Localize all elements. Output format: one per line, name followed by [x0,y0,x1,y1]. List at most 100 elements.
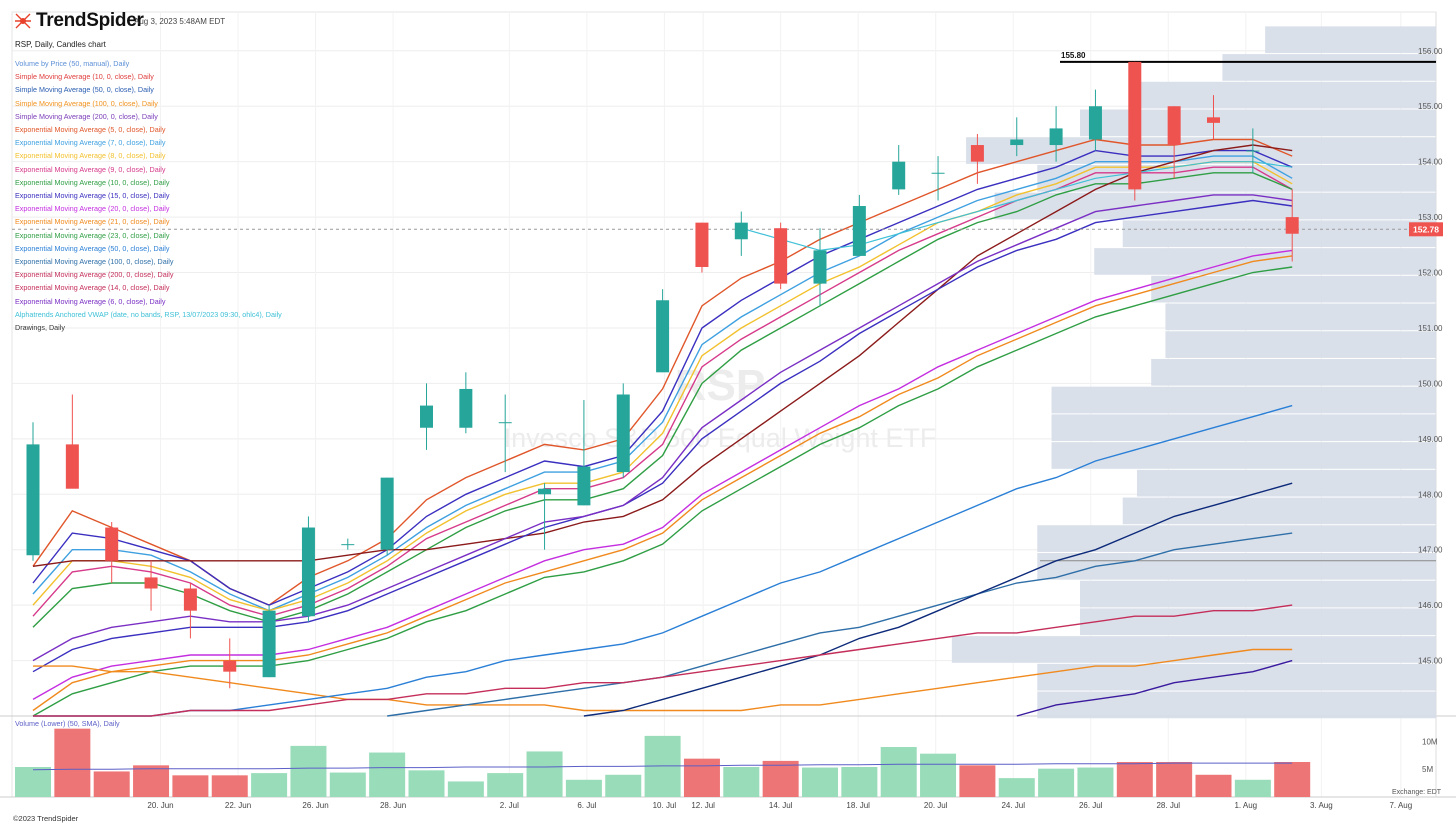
volume-bar [998,778,1035,797]
candle[interactable] [931,156,945,201]
x-tick-label: 2. Jul [500,801,519,810]
volume-indicator-label[interactable]: Volume (Lower) (50, SMA), Daily [15,719,120,728]
candle[interactable] [223,638,237,689]
x-tick-label: 3. Aug [1310,801,1333,810]
ma-line [1016,659,1293,717]
candle[interactable] [656,289,670,373]
candle[interactable] [498,394,512,473]
volume-bar [93,771,130,797]
candle[interactable] [380,477,394,556]
indicator-item[interactable]: Exponential Moving Average (8, 0, close)… [15,151,166,161]
x-tick-label: 28. Jun [380,801,406,810]
volume-profile-bar [1165,331,1436,358]
moving-average-lines: 155.80 [12,51,1436,717]
candle-body [105,527,119,561]
copyright: ©2023 TrendSpider [13,814,79,823]
volume-bar [565,779,602,797]
volume-bar [802,767,838,797]
indicator-item[interactable]: Exponential Moving Average (23, 0, close… [15,230,170,240]
indicator-item[interactable]: Volume by Price (50, manual), Daily [15,59,130,68]
volume-bar [447,781,484,797]
volume-profile-bar [951,636,1436,663]
indicator-item[interactable]: Drawings, Daily [15,323,65,333]
volume-profile-bar [1165,303,1436,331]
anchored-vwap-line [741,161,1293,252]
candle-body [1246,150,1260,152]
x-tick-label: 22. Jun [225,801,251,810]
y-tick-label: 145.00 [1418,657,1443,666]
trendspider-logo: TrendSpider [14,10,144,32]
y-tick-label: 154.00 [1418,158,1443,167]
candle[interactable] [341,538,355,550]
indicator-item[interactable]: Simple Moving Average (10, 0, close), Da… [15,72,154,82]
candle[interactable] [459,372,473,434]
ma-line [387,532,1293,717]
indicator-item[interactable]: Exponential Moving Average (20, 0, close… [15,204,170,214]
candle[interactable] [105,521,119,583]
volume-bar [920,753,957,797]
indicator-item[interactable]: Exponential Moving Average (7, 0, close)… [15,138,166,148]
indicator-item[interactable]: Simple Moving Average (100, 0, close), D… [15,98,158,108]
axes: 145.00 146.00 147.00 148.00 149.00 150.00 151.… [147,47,1443,810]
volume-profile-bar [1051,386,1436,414]
candle[interactable] [1167,106,1181,179]
volume-bar [1038,768,1075,797]
ma-line [32,194,1293,662]
candle-body [1088,106,1102,140]
indicator-item[interactable]: Exponential Moving Average (21, 0, close… [15,217,170,227]
candle[interactable] [65,394,79,489]
candle[interactable] [892,145,906,195]
candle[interactable] [852,194,866,256]
candle[interactable] [301,516,315,622]
indicator-item[interactable]: Exponential Moving Average (9, 0, close)… [15,164,166,174]
candle[interactable] [577,400,591,506]
last-price-badge [1409,222,1443,237]
candle[interactable] [1128,61,1142,201]
candle-body [538,488,552,495]
ma-line [33,604,1293,717]
y-tick-label: 149.00 [1418,435,1443,444]
indicator-item[interactable]: Exponential Moving Average (5, 0, close)… [15,125,166,135]
indicator-item[interactable]: Exponential Moving Average (50, 0, close… [15,243,170,253]
candle[interactable] [970,133,984,184]
candle[interactable] [1049,106,1063,162]
indicator-item[interactable]: Exponential Moving Average (15, 0, close… [15,191,170,201]
indicator-item[interactable]: Simple Moving Average (50, 0, close), Da… [15,85,154,95]
candle[interactable] [26,422,40,561]
brand-name: TrendSpider [36,10,144,31]
candle-body [1207,117,1220,123]
candle[interactable] [1246,128,1260,173]
indicator-item[interactable]: Exponential Moving Average (200, 0, clos… [15,270,174,280]
candle[interactable] [1285,189,1299,262]
candle[interactable] [734,211,748,256]
candle[interactable] [1207,95,1220,140]
indicator-item[interactable]: Exponential Moving Average (100, 0, clos… [15,257,174,267]
indicator-item[interactable]: Simple Moving Average (200, 0, close), D… [15,111,158,121]
candle[interactable] [695,222,709,273]
indicator-item[interactable]: Exponential Moving Average (10, 0, close… [15,177,170,187]
symbol-title[interactable]: RSP, Daily, Candles chart [15,40,106,49]
ma-line [32,199,1293,673]
candle[interactable] [813,228,827,306]
candle[interactable] [420,383,433,450]
y-tick-label: 153.00 [1418,213,1443,222]
candle[interactable] [183,582,197,639]
indicator-item[interactable]: Exponential Moving Average (6, 0, close)… [15,296,166,306]
candle[interactable] [538,483,552,550]
volume-bar [251,773,288,797]
x-tick-label: 18. Jul [846,801,870,810]
candle[interactable] [144,560,158,611]
indicator-item[interactable]: Exponential Moving Average (14, 0, close… [15,283,170,293]
volume-profile-bar [1037,552,1436,580]
candle[interactable] [1010,117,1024,157]
indicator-item[interactable]: Alphatrends Anchored VWAP (date, no band… [15,309,282,319]
ma-line [32,149,1293,606]
candle[interactable] [774,222,788,290]
candle[interactable] [616,383,630,478]
candle-body [1049,128,1063,146]
candle-body [931,172,945,174]
candle[interactable] [262,605,276,678]
candle[interactable] [1088,89,1102,151]
volume-bar [1195,774,1232,797]
